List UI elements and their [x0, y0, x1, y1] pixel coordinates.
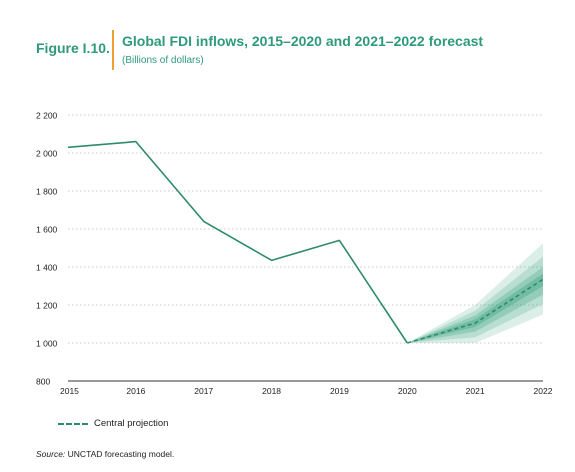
figure-label: Figure I.10. [36, 40, 110, 56]
forecast-band [407, 243, 543, 343]
x-tick-label: 2021 [466, 386, 485, 396]
y-tick-label: 1 600 [36, 225, 58, 235]
legend-label-central-projection: Central projection [94, 418, 169, 429]
chart-subtitle: (Billions of dollars) [122, 55, 204, 66]
series-line-fdi-inflows [67, 140, 408, 344]
x-tick-label: 2019 [330, 386, 349, 396]
x-tick-label: 2022 [534, 386, 553, 396]
y-tick-label: 1 800 [36, 187, 58, 197]
y-tick-label: 2 000 [36, 149, 58, 159]
forecast-band [407, 256, 543, 343]
x-tick-label: 2016 [126, 386, 145, 396]
forecast-band [407, 267, 543, 343]
source-prefix: Source: [36, 449, 66, 459]
x-tick-label: 2015 [60, 386, 79, 396]
title-divider [112, 30, 114, 70]
y-tick-label: 800 [36, 377, 50, 387]
x-tick-label: 2018 [262, 386, 281, 396]
x-tick-label: 2017 [194, 386, 213, 396]
chart-title: Global FDI inflows, 2015–2020 and 2021–2… [122, 33, 484, 49]
source-note: Source: UNCTAD forecasting model. [36, 449, 174, 459]
x-tick-label: 2020 [398, 386, 417, 396]
legend-swatch-central-projection [58, 422, 88, 425]
y-tick-label: 1 400 [36, 263, 58, 273]
y-tick-label: 2 200 [36, 111, 58, 121]
source-text: UNCTAD forecasting model. [65, 449, 175, 459]
y-tick-label: 1 200 [36, 301, 58, 311]
y-tick-label: 1 000 [36, 339, 58, 349]
chart-legend: Central projection [58, 418, 168, 429]
